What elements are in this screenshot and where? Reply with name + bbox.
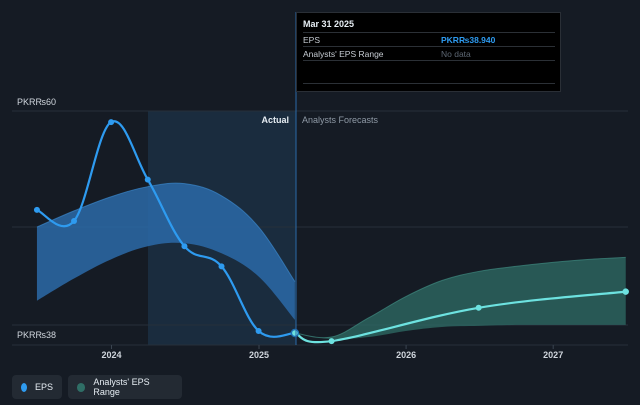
gridlines <box>12 110 628 346</box>
tooltip-date: Mar 31 2025 <box>303 19 355 29</box>
legend-item-range[interactable]: Analysts' EPS Range <box>68 375 182 399</box>
eps-point <box>328 338 335 345</box>
x-axis-ticks: 2024 2025 2026 2027 <box>101 345 563 360</box>
eps-line <box>293 290 627 344</box>
eps-range-band-edge <box>36 182 296 282</box>
eps-legend-dot-icon <box>21 382 27 392</box>
eps-point <box>71 217 78 224</box>
legend-eps-label: EPS <box>34 382 53 392</box>
eps-point <box>475 304 482 311</box>
tooltip-eps-value: PKR₨38.940 <box>441 35 496 45</box>
tooltip-range-row: Analysts' EPS Range No data <box>303 46 555 60</box>
eps-range-band-edge <box>294 256 626 339</box>
x-tick-label: 2025 <box>249 350 269 360</box>
y-axis-bottom-label: PKR₨38 <box>17 330 56 340</box>
tooltip-eps-label: EPS <box>303 35 321 45</box>
forecast-section-label: Analysts Forecasts <box>302 115 379 125</box>
x-tick-label: 2026 <box>396 350 416 360</box>
eps-range-bands <box>36 182 626 340</box>
eps-point <box>622 288 629 295</box>
tooltip-divider <box>303 60 555 84</box>
range-legend-dot-icon <box>77 382 86 392</box>
eps-range-band <box>294 257 626 340</box>
x-tick-label: 2027 <box>543 350 563 360</box>
eps-range-band <box>36 183 295 320</box>
y-axis-top-label: PKR₨60 <box>17 97 56 107</box>
tooltip-range-label: Analysts' EPS Range <box>303 49 384 59</box>
eps-point <box>181 243 188 250</box>
eps-point <box>33 206 40 213</box>
eps-point <box>108 119 115 126</box>
tooltip-eps-row: EPS PKR₨38.940 <box>303 32 555 46</box>
legend-item-eps[interactable]: EPS <box>12 375 62 399</box>
eps-line <box>35 120 296 338</box>
eps-point <box>144 176 151 183</box>
x-tick-label: 2024 <box>101 350 121 360</box>
eps-point <box>218 263 225 270</box>
eps-lines <box>35 120 627 344</box>
hover-tooltip: Mar 31 2025 EPS PKR₨38.940 Analysts' EPS… <box>296 12 561 92</box>
eps-points <box>33 119 629 345</box>
legend-range-label: Analysts' EPS Range <box>93 377 150 397</box>
eps-point <box>290 328 300 338</box>
actual-section-label: Actual <box>261 115 289 125</box>
tooltip-range-value: No data <box>441 49 471 59</box>
eps-point <box>255 327 262 334</box>
